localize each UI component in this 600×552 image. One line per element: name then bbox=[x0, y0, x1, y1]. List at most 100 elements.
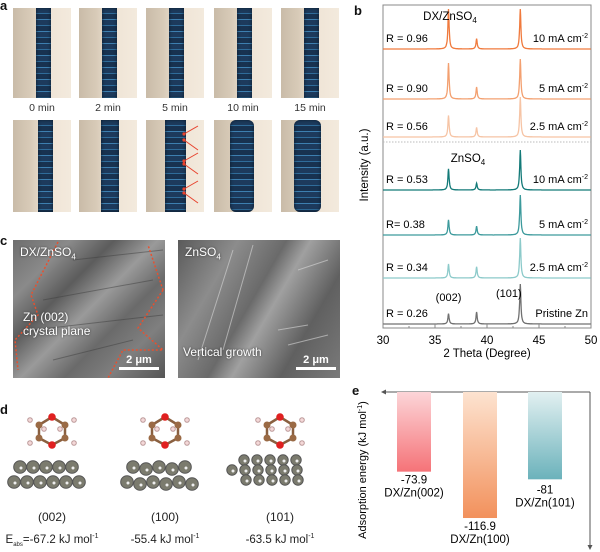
energy-value: -63.5 kJ mol bbox=[245, 533, 309, 546]
y-axis-arrow-icon bbox=[587, 545, 593, 550]
zn-highlight bbox=[145, 468, 149, 472]
sem-title-text: ZnSO bbox=[185, 245, 217, 259]
zn-highlight bbox=[283, 469, 287, 473]
carbon-atom bbox=[35, 434, 43, 442]
group-label-znso4: ZnSO4 bbox=[451, 153, 486, 167]
zinc-electrode bbox=[36, 8, 51, 98]
zn-highlight bbox=[258, 479, 262, 483]
sem-texture bbox=[197, 244, 329, 361]
zn-highlight bbox=[126, 481, 130, 485]
carbon-atom bbox=[289, 434, 297, 442]
series-label: Pristine Zn bbox=[535, 308, 588, 320]
zn-highlight bbox=[58, 466, 62, 470]
bar-DX/Zn(002) bbox=[397, 392, 431, 472]
adsorption-energy-label: Eabs=-67.2 kJ mol-1 bbox=[0, 533, 112, 548]
carbon-atom bbox=[174, 434, 182, 442]
hydrogen-atom bbox=[140, 440, 146, 446]
zn-highlight bbox=[257, 469, 261, 473]
adsorption-energy-label: -63.5 kJ mol-1 bbox=[220, 533, 340, 546]
zn-highlight bbox=[71, 466, 75, 470]
zn-highlight bbox=[19, 466, 23, 470]
zinc-electrode bbox=[230, 120, 254, 212]
photo-znso4-0 bbox=[13, 120, 71, 212]
arrow-shaft bbox=[183, 180, 199, 190]
hydrogen-atom bbox=[255, 440, 261, 446]
bar-category-label: DX/Zn(100) bbox=[450, 534, 510, 546]
zn-highlight bbox=[45, 466, 49, 470]
arrow-shaft bbox=[183, 152, 199, 162]
bar-value-label: -81 bbox=[537, 484, 554, 496]
dx-molecule-0 bbox=[27, 413, 77, 449]
carbon-atom bbox=[148, 434, 156, 442]
y-axis-label-sup: -1 bbox=[357, 405, 364, 411]
zn-highlight bbox=[245, 479, 249, 483]
zn-highlight bbox=[296, 469, 300, 473]
series-label: 10 mA cm-2 bbox=[533, 174, 588, 186]
panel-label-b: b bbox=[354, 3, 362, 18]
dx-molecule-1 bbox=[140, 413, 190, 449]
xrd-trace bbox=[383, 237, 591, 279]
hydrogen-atom bbox=[27, 417, 33, 423]
zinc-electrode bbox=[102, 8, 117, 98]
carbon-atom bbox=[263, 421, 271, 429]
group-label-sub: 4 bbox=[481, 158, 486, 167]
energy-unit-sup: -1 bbox=[193, 533, 200, 540]
arrow-shaft bbox=[183, 192, 199, 204]
zn-highlight bbox=[152, 481, 156, 485]
energy-value: -55.4 kJ mol bbox=[130, 533, 194, 546]
photo-znso4-1 bbox=[79, 120, 137, 212]
zinc-electrode bbox=[294, 120, 321, 212]
zinc-electrode bbox=[165, 120, 186, 212]
r-value-label: R = 0.90 bbox=[386, 83, 428, 95]
arrow-head bbox=[182, 159, 186, 163]
series-label: 2.5 mA cm-2 bbox=[530, 121, 588, 133]
hydrogen-atom bbox=[299, 417, 305, 423]
photo-znso4-3 bbox=[214, 120, 272, 212]
scale-bar-left: 2 μm bbox=[119, 354, 159, 370]
series-label-sup: -2 bbox=[582, 174, 588, 181]
facet-label: (002) bbox=[37, 510, 66, 524]
series-label-sup: -2 bbox=[582, 33, 588, 40]
oxygen-atom bbox=[48, 413, 56, 421]
adsorption-models bbox=[7, 413, 305, 491]
peak-label-101: (101) bbox=[496, 288, 522, 300]
bar-category-label: DX/Zn(002) bbox=[384, 488, 444, 500]
sem-title-sub: 4 bbox=[216, 252, 221, 262]
carbon-atom bbox=[61, 421, 69, 429]
oxygen-atom bbox=[276, 413, 284, 421]
red-arrow-icon bbox=[182, 162, 199, 175]
xrd-trace bbox=[383, 8, 591, 50]
oxygen-atom bbox=[161, 413, 169, 421]
hydrogen-atom bbox=[170, 426, 176, 432]
sem-image-dx-znso4: DX/ZnSO4 Zn (002) crystal plane 2 μm bbox=[13, 240, 165, 378]
hydrogen-atom bbox=[154, 426, 160, 432]
oxygen-atom bbox=[276, 441, 284, 449]
xrd-trace bbox=[383, 96, 591, 138]
plot-frame bbox=[382, 4, 592, 329]
x-tick-label: 40 bbox=[481, 335, 494, 347]
zn-highlight bbox=[139, 483, 143, 487]
r-value-label: R= 0.38 bbox=[386, 219, 425, 231]
r-value-label: R = 0.53 bbox=[386, 174, 428, 186]
carbon-atom bbox=[263, 434, 271, 442]
series-label: 2.5 mA cm-2 bbox=[530, 262, 588, 274]
x-tick-label: 45 bbox=[533, 335, 546, 347]
peak-label-002: (002) bbox=[436, 292, 462, 304]
carbon-atom bbox=[61, 434, 69, 442]
x-axis-arrow-icon bbox=[381, 389, 386, 395]
bar-value-label: -73.9 bbox=[401, 475, 427, 487]
hydrogen-atom bbox=[184, 440, 190, 446]
facet-label: (100) bbox=[150, 510, 179, 524]
zinc-electrode bbox=[101, 120, 119, 212]
adsorption-energy-label: -55.4 kJ mol-1 bbox=[105, 533, 225, 546]
zn-highlight bbox=[256, 459, 260, 463]
hydrogen-atom bbox=[299, 440, 305, 446]
panel-label-e: e bbox=[352, 383, 360, 398]
energy-symbol: E bbox=[5, 533, 14, 546]
xrd-chart: R = 0.96 10 mA cm-2 R = 0.90 5 mA cm-2 R = 0… bbox=[359, 4, 597, 360]
series-label-sup: -2 bbox=[582, 83, 588, 90]
adsorption-energy-chart: -73.9DX/Zn(002) -116.9DX/Zn(100) -81DX/Zn(… bbox=[357, 389, 593, 550]
panel-label-d: d bbox=[0, 402, 8, 417]
sem-image-znso4: ZnSO4 Vertical growth 2 μm bbox=[178, 240, 340, 378]
x-tick-label: 35 bbox=[429, 335, 442, 347]
